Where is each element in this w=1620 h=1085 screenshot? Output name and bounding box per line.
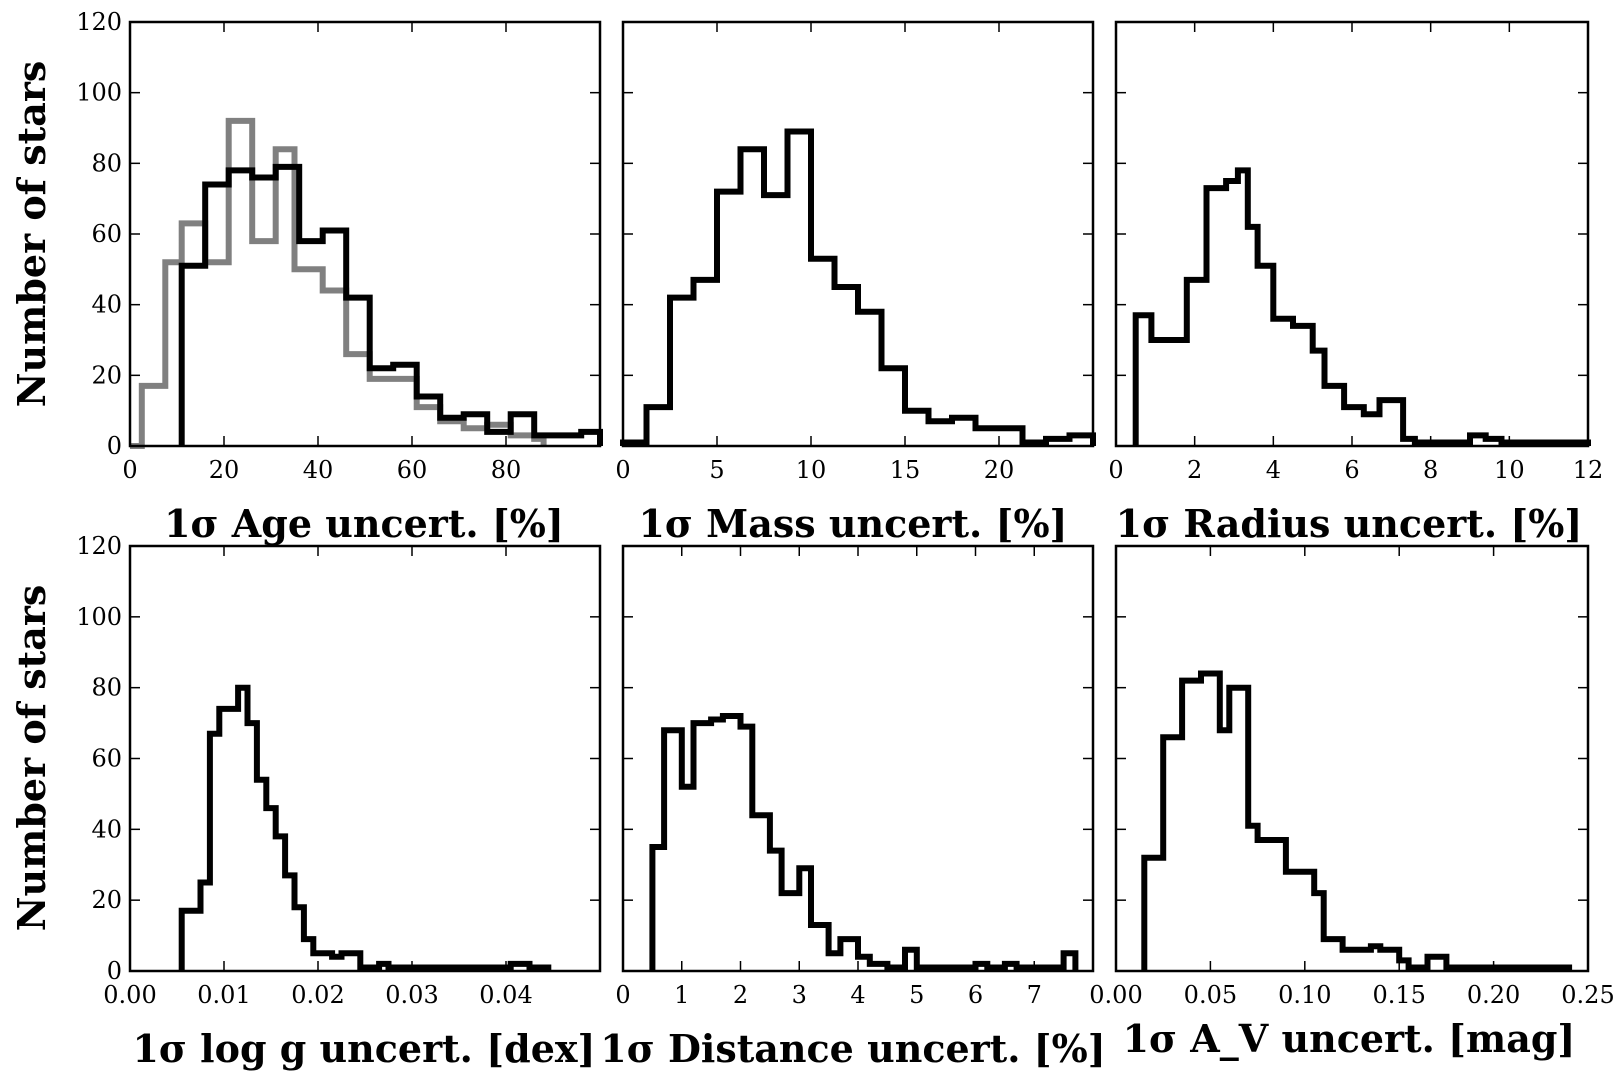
xlabel-av: 1σ A_V uncert. [mag] [1123,1016,1576,1061]
xlabel-mass: 1σ Mass uncert. [%] [638,501,1067,546]
histogram-series-0 [178,684,552,971]
xtick-label: 10 [796,456,827,484]
xtick-label: 0.03 [385,981,438,1009]
ylabel-top: Number of stars [9,61,54,407]
xtick-label: 0.00 [103,981,156,1009]
panel-frame [128,20,602,448]
ytick-label: 120 [76,8,122,36]
xtick-label: 5 [709,456,724,484]
xlabel-logg: 1σ log g uncert. [dex] [132,1026,595,1071]
xtick-label: 15 [890,456,921,484]
xtick-label: 4 [850,981,865,1009]
ytick-label: 0 [107,957,122,985]
panel-frame [128,544,602,973]
xtick-label: 0.04 [479,981,532,1009]
xtick-label: 6 [1344,456,1359,484]
histogram-series-0 [1141,670,1573,971]
xtick-label: 0 [615,981,630,1009]
ytick-label: 100 [76,79,122,107]
ytick-label: 60 [91,220,122,248]
xtick-label: 0 [122,456,137,484]
xtick-label: 0.10 [1278,981,1331,1009]
ytick-label: 20 [91,361,122,389]
xtick-label: 40 [303,456,334,484]
xtick-label: 80 [491,456,522,484]
histogram-series-1 [178,163,603,446]
ytick-label: 120 [76,532,122,560]
xtick-label: 20 [209,456,240,484]
xtick-label: 0.01 [197,981,250,1009]
xtick-label: 3 [792,981,807,1009]
ytick-label: 80 [91,674,122,702]
xtick-label: 2 [733,981,748,1009]
xtick-label: 12 [1573,456,1604,484]
xtick-label: 60 [397,456,428,484]
xtick-label: 7 [1027,981,1042,1009]
ytick-label: 0 [107,432,122,460]
xtick-label: 8 [1423,456,1438,484]
panel-frame [621,544,1095,973]
xtick-label: 0 [1108,456,1123,484]
ytick-label: 40 [91,291,122,319]
xtick-label: 0.20 [1467,981,1520,1009]
ytick-label: 100 [76,603,122,631]
histogram-series-0 [1132,167,1591,446]
xlabel-distance: 1σ Distance uncert. [%] [600,1026,1106,1071]
xtick-label: 20 [984,456,1015,484]
ytick-label: 80 [91,149,122,177]
xtick-label: 0.00 [1089,981,1142,1009]
xtick-label: 1 [674,981,689,1009]
ylabel-bottom: Number of stars [9,585,54,931]
panel-frame [1114,544,1590,973]
panel-frame [621,20,1095,448]
xlabel-age: 1σ Age uncert. [%] [164,501,564,546]
xlabel-radius: 1σ Radius uncert. [%] [1116,501,1583,546]
histogram-series-0 [620,128,1096,446]
xtick-label: 0.05 [1184,981,1237,1009]
ytick-label: 20 [91,886,122,914]
xtick-label: 0.02 [291,981,344,1009]
xtick-label: 5 [909,981,924,1009]
histogram-series-0 [130,117,547,449]
ytick-label: 40 [91,815,122,843]
xtick-label: 0.15 [1372,981,1425,1009]
xtick-label: 4 [1266,456,1281,484]
xtick-label: 6 [968,981,983,1009]
ytick-label: 60 [91,745,122,773]
xtick-label: 0 [615,456,630,484]
xtick-label: 10 [1494,456,1525,484]
panel-frame [1114,20,1590,448]
xtick-label: 0.25 [1561,981,1614,1009]
xtick-label: 2 [1187,456,1202,484]
histogram-series-0 [649,713,1079,971]
